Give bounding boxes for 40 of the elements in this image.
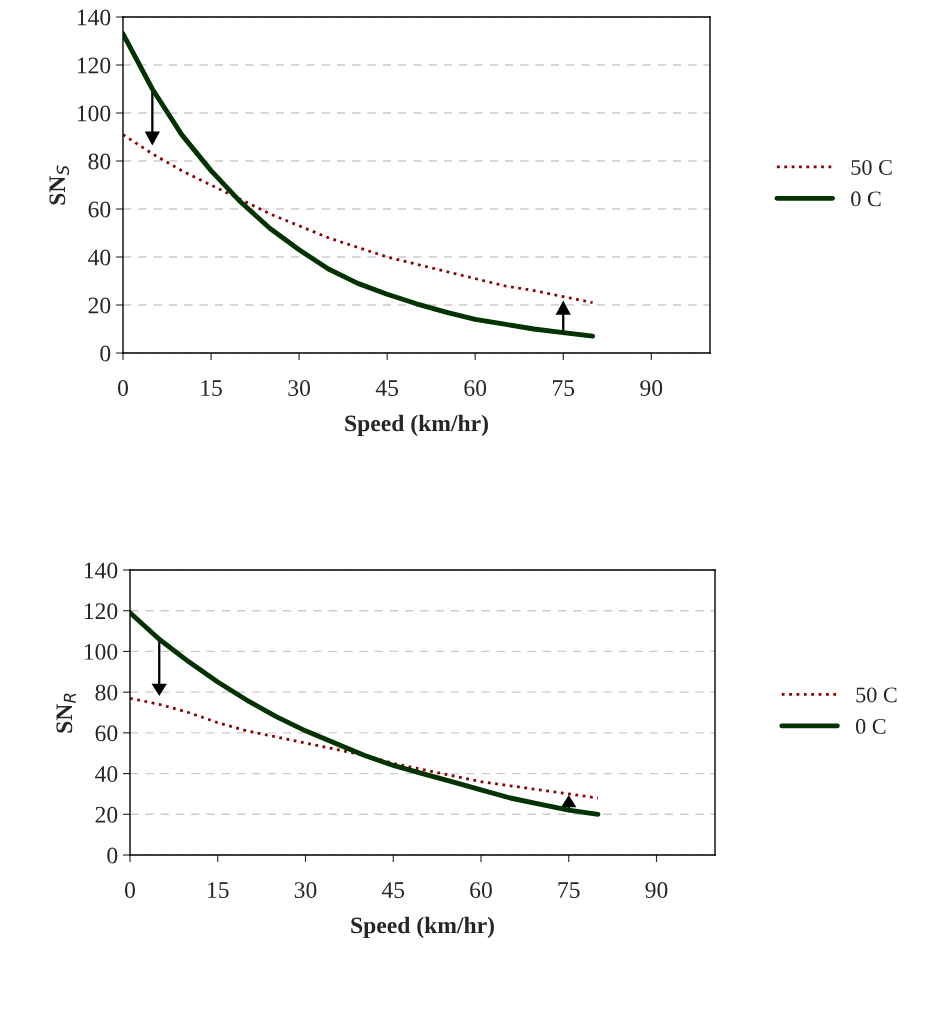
legend-label: 0 C	[851, 191, 881, 207]
x-tick-label: 60	[470, 882, 492, 899]
x-tick-label: 15	[201, 380, 222, 397]
y-tick-label: 140	[77, 9, 111, 26]
y-tick-label: 0	[107, 847, 118, 864]
line-series	[123, 133, 594, 304]
y-tick-label: 40	[88, 249, 111, 266]
x-tick-label: 0	[125, 882, 135, 899]
y-tick-label: 100	[77, 105, 111, 122]
x-tick-label: 60	[464, 380, 487, 397]
x-tick-label: 90	[645, 882, 668, 899]
line-series	[123, 31, 596, 339]
legend-label: 50 C	[851, 159, 892, 175]
y-axis-title: SN$_{S}$	[49, 165, 70, 205]
x-tick-label: 30	[288, 380, 311, 397]
y-tick-label: 120	[77, 57, 111, 74]
y-tick-label: 60	[88, 201, 111, 218]
legend-label: 0 C	[855, 718, 886, 734]
y-tick-label: 80	[88, 153, 111, 170]
legend-label: 50 C	[856, 687, 897, 703]
x-tick-label: 75	[558, 882, 580, 899]
y-tick-label: 120	[84, 603, 118, 620]
x-tick-label: 90	[640, 380, 663, 397]
x-tick-label: 15	[208, 882, 229, 899]
x-axis-title: Speed (km/hr)	[345, 414, 488, 437]
x-tick-label: 45	[375, 380, 399, 397]
y-tick-label: 20	[88, 297, 111, 314]
y-tick-label: 20	[95, 806, 118, 823]
x-axis-title: Speed (km/hr)	[351, 916, 494, 939]
y-tick-label: 0	[100, 345, 111, 362]
line-series	[130, 610, 601, 817]
y-tick-label: 40	[95, 766, 118, 782]
y-axis-title: SN$_{R}$	[56, 693, 76, 733]
y-tick-label: 80	[95, 684, 118, 701]
y-tick-label: 60	[95, 725, 118, 742]
x-tick-label: 75	[553, 380, 575, 397]
y-tick-label: 100	[84, 643, 118, 660]
x-tick-label: 30	[294, 882, 317, 899]
x-tick-label: 45	[381, 882, 405, 899]
y-tick-label: 140	[84, 562, 118, 579]
